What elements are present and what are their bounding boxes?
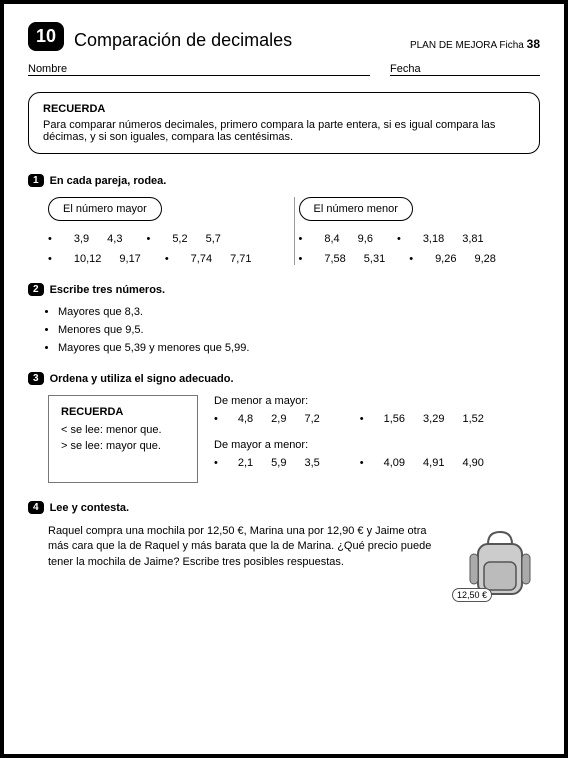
section-4: 4 Lee y contesta. Raquel compra una mochi…: [28, 501, 540, 604]
remember-box: RECUERDA Para comparar números decimales…: [28, 92, 540, 154]
section-title: Escribe tres números.: [50, 284, 166, 296]
header: 10 Comparación de decimales PLAN DE MEJO…: [28, 22, 540, 51]
desc-label: De mayor a menor:: [214, 439, 540, 451]
label-menor: El número menor: [299, 197, 413, 221]
section-num: 4: [28, 501, 44, 514]
section-title: En cada pareja, rodea.: [50, 175, 167, 187]
section-title: Ordena y utiliza el signo adecuado.: [50, 373, 234, 385]
list-item: Mayores que 8,3.: [58, 306, 540, 318]
plan-label: PLAN DE MEJORA Ficha 38: [410, 37, 540, 51]
page-title: Comparación de decimales: [74, 30, 400, 51]
section-title: Lee y contesta.: [50, 502, 129, 514]
list-item: Mayores que 5,39 y menores que 5,99.: [58, 342, 540, 354]
col-menor: El número menor 8,49,63,183,81 7,585,319…: [299, 197, 541, 265]
name-date-row: Nombre Fecha: [28, 63, 540, 76]
remember-title: RECUERDA: [43, 103, 525, 115]
remember-text: Para comparar números decimales, primero…: [43, 119, 525, 143]
section-3: 3 Ordena y utiliza el signo adecuado. REC…: [28, 372, 540, 483]
section-num: 3: [28, 372, 44, 385]
section-2: 2Escribe tres números. Mayores que 8,3. …: [28, 283, 540, 354]
list-item: Menores que 9,5.: [58, 324, 540, 336]
section-1: 1 En cada pareja, rodea. El número mayor …: [28, 174, 540, 265]
col-mayor: El número mayor 3,94,35,25,7 10,129,177,…: [48, 197, 290, 265]
backpack-icon: 12,50 €: [460, 524, 540, 604]
date-field[interactable]: Fecha: [390, 63, 540, 76]
problem-text: Raquel compra una mochila por 12,50 €, M…: [48, 524, 450, 604]
section-num: 1: [28, 174, 44, 187]
price-tag: 12,50 €: [452, 588, 492, 602]
remember-box-2: RECUERDA < se lee: menor que. > se lee: …: [48, 395, 198, 483]
asc-label: De menor a mayor:: [214, 395, 540, 407]
label-mayor: El número mayor: [48, 197, 162, 221]
name-field[interactable]: Nombre: [28, 63, 370, 76]
section-num: 2: [28, 283, 44, 296]
lesson-number: 10: [28, 22, 64, 51]
